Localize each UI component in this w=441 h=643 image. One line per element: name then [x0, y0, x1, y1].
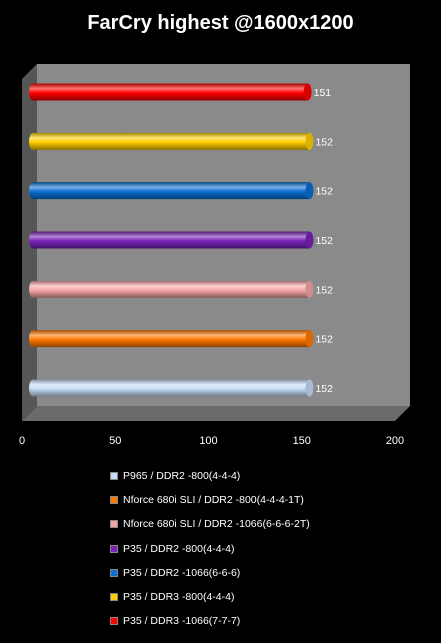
chart-title: FarCry highest @1600x1200 [87, 12, 354, 34]
legend-item: P35 / DDR2 -800(4-4-4) [110, 537, 310, 561]
legend-swatch [110, 520, 118, 529]
bar [29, 182, 313, 200]
x-tick-label: 0 [19, 435, 25, 447]
x-tick-label: 150 [293, 435, 311, 447]
legend-label: Nforce 680i SLI / DDR2 -1066(6-6-6-2T) [123, 518, 310, 531]
legend-item: Nforce 680i SLI / DDR2 -800(4-4-4-1T) [110, 488, 310, 512]
bar [29, 231, 313, 249]
bar-end-cap [305, 280, 314, 298]
x-tick-label: 100 [199, 435, 217, 447]
legend-label: P35 / DDR3 -800(4-4-4) [123, 591, 235, 604]
data-label: 152 [315, 235, 333, 247]
bar-end-cap [303, 83, 312, 101]
legend-item: P35 / DDR3 -1066(7-7-7) [110, 609, 310, 633]
legend-swatch [110, 617, 118, 626]
data-label: 152 [315, 136, 333, 148]
legend-label: Nforce 680i SLI / DDR2 -800(4-4-4-1T) [123, 494, 304, 507]
legend-label: P35 / DDR2 -1066(6-6-6) [123, 566, 241, 579]
legend-swatch [110, 544, 118, 553]
data-label: 152 [315, 383, 333, 395]
bar-end-cap [305, 132, 314, 150]
data-label: 151 [314, 87, 332, 99]
bar [29, 330, 313, 348]
floor [22, 406, 410, 421]
legend-swatch [110, 568, 118, 577]
bar-end-cap [305, 379, 314, 397]
legend-swatch [110, 496, 118, 505]
bar-end-cap [305, 330, 314, 348]
legend-swatch [110, 593, 118, 602]
legend-item: P35 / DDR3 -800(4-4-4) [110, 585, 310, 609]
x-tick-label: 200 [386, 435, 404, 447]
data-label: 152 [315, 334, 333, 346]
bar [29, 379, 313, 397]
bar-end-cap [305, 231, 314, 249]
legend-label: P35 / DDR2 -800(4-4-4) [123, 542, 235, 555]
bar [29, 83, 311, 101]
x-tick-label: 50 [109, 435, 121, 447]
legend-item: P965 / DDR2 -800(4-4-4) [110, 464, 310, 488]
legend-swatch [110, 472, 118, 481]
legend-label: P965 / DDR2 -800(4-4-4) [123, 470, 241, 483]
bar-end-cap [305, 182, 314, 200]
legend-label: P35 / DDR3 -1066(7-7-7) [123, 615, 241, 628]
legend: P965 / DDR2 -800(4-4-4) Nforce 680i SLI /… [110, 464, 310, 633]
legend-item: Nforce 680i SLI / DDR2 -1066(6-6-6-2T) [110, 512, 310, 536]
data-label: 152 [315, 284, 333, 296]
bar [29, 280, 313, 298]
bar [29, 132, 313, 150]
data-label: 152 [315, 186, 333, 198]
legend-item: P35 / DDR2 -1066(6-6-6) [110, 561, 310, 585]
